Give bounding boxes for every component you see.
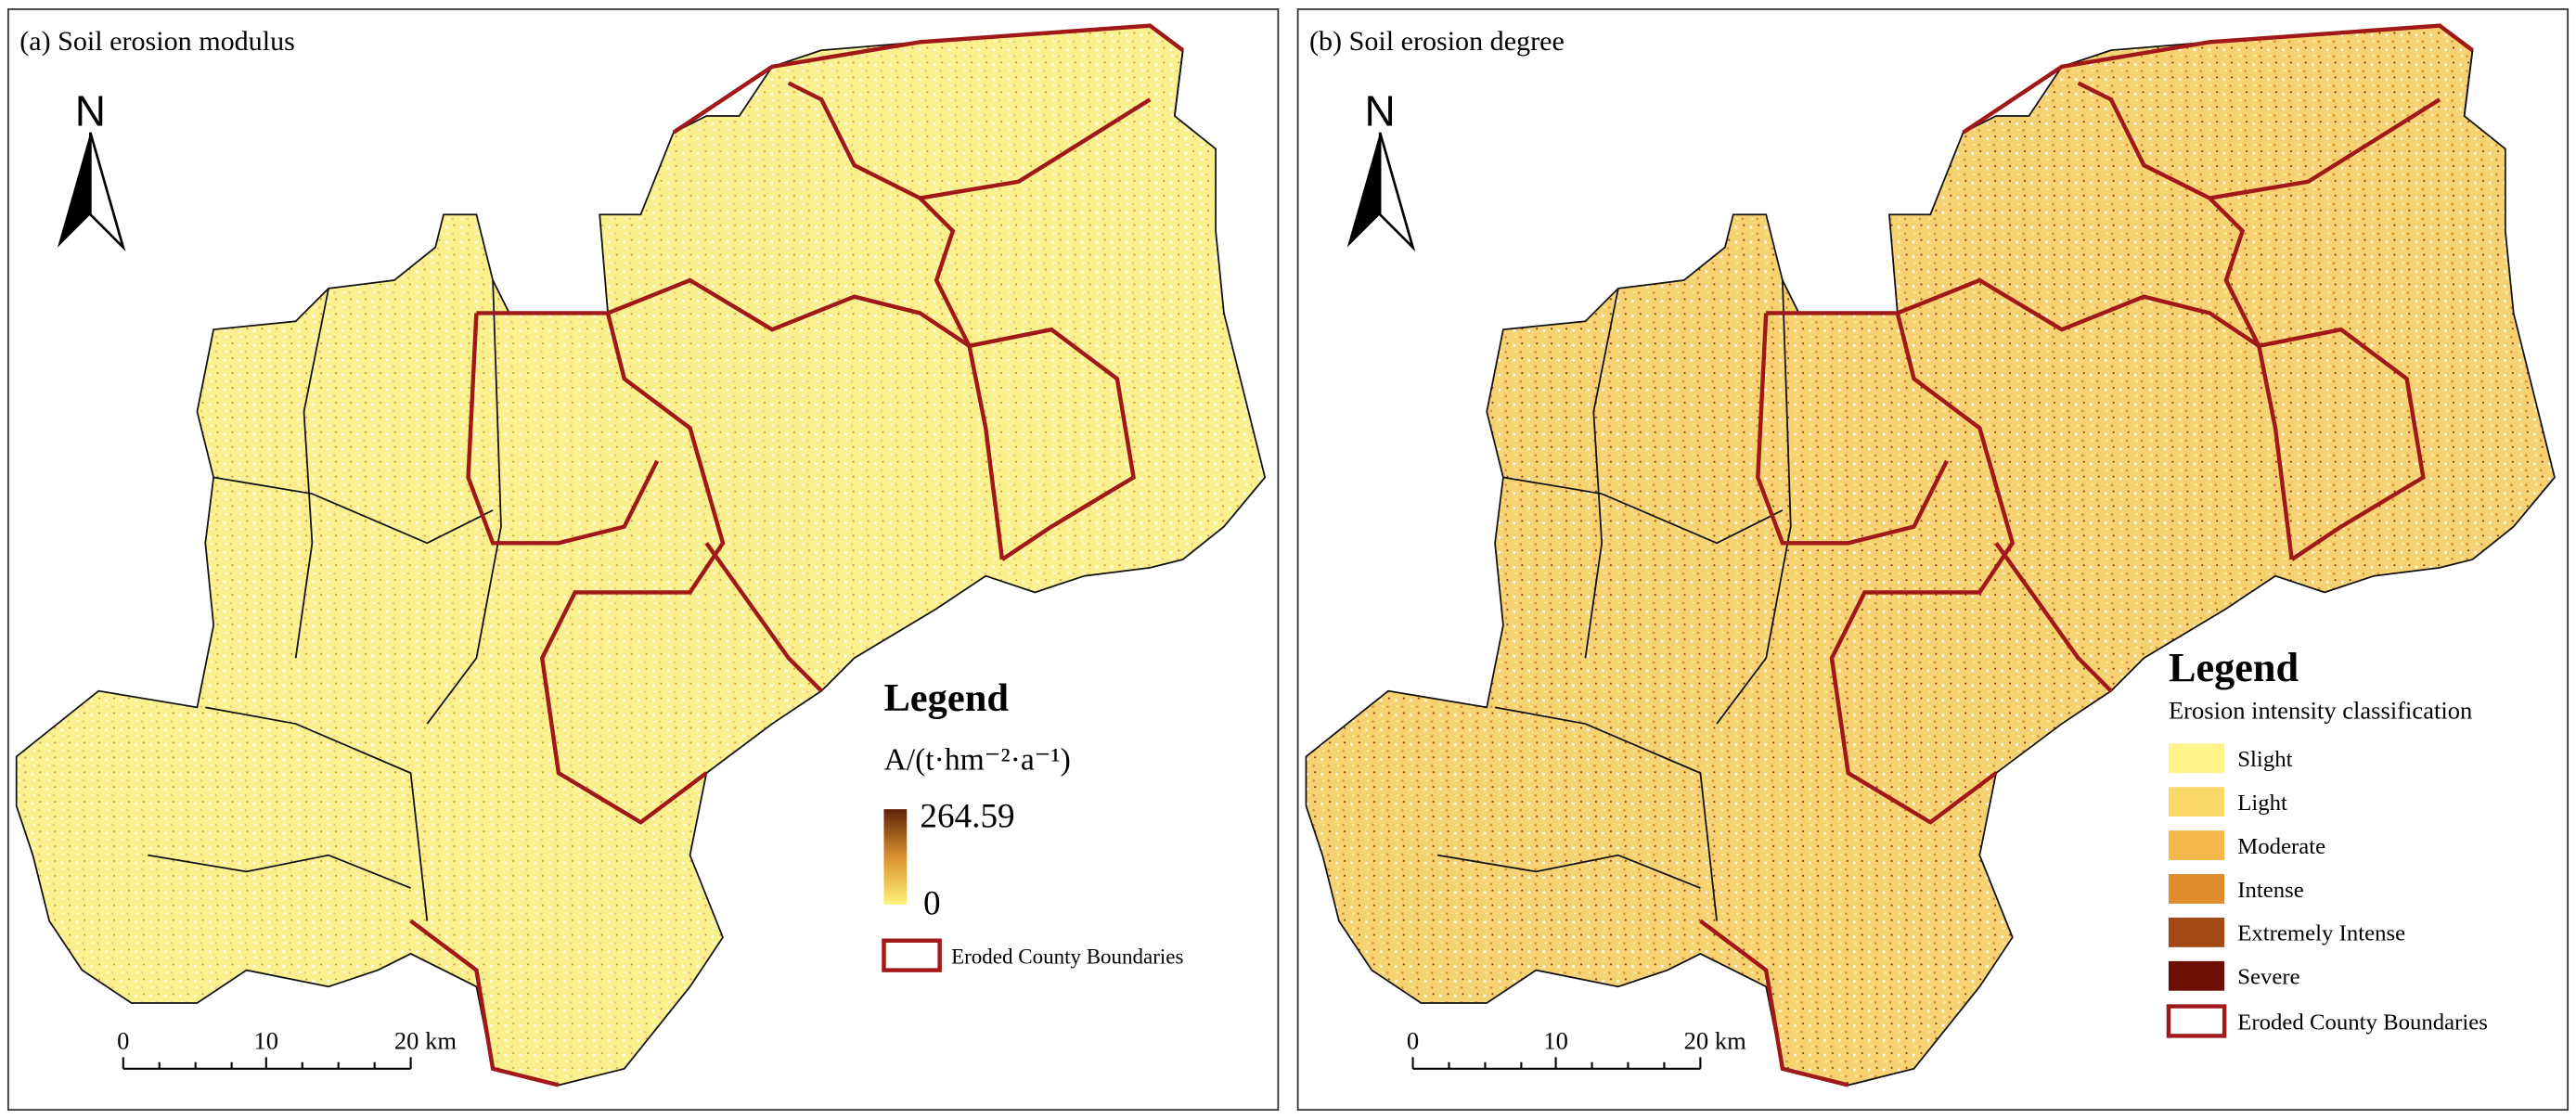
legend-swatch — [2168, 917, 2225, 947]
north-label: N — [1365, 87, 1396, 135]
legend-min: 0 — [923, 884, 941, 922]
legend-subtitle: Erosion intensity classification — [2169, 697, 2472, 725]
legend-label: Light — [2237, 791, 2287, 816]
scale-bar — [122, 1057, 412, 1070]
boundary-swatch — [882, 938, 942, 972]
legend-max: 264.59 — [920, 798, 1014, 836]
legend-label: Moderate — [2237, 834, 2325, 859]
legend-boundary: Eroded County Boundaries — [2237, 1010, 2488, 1035]
legend-swatch — [2168, 874, 2225, 904]
legend-swatch — [2168, 743, 2225, 774]
scale-label: 10 — [1543, 1027, 1568, 1055]
scale-label: 10 — [254, 1027, 279, 1055]
legend-boundary: Eroded County Boundaries — [951, 945, 1183, 969]
panel-title: (a) Soil erosion modulus — [19, 25, 295, 57]
boundary-swatch — [2166, 1004, 2227, 1038]
legend-swatch — [2168, 830, 2225, 860]
scale-label: 0 — [1407, 1027, 1419, 1055]
legend-unit: A/(t·hm⁻²·a⁻¹) — [883, 743, 1070, 778]
legend-classes: Slight Light Moderate Intense Extremely Inte… — [2168, 743, 2405, 991]
scale-label: 20 km — [394, 1027, 457, 1055]
color-ramp — [883, 809, 908, 905]
legend-swatch — [2168, 960, 2225, 991]
legend-title: Legend — [2169, 645, 2299, 690]
legend-label: Extremely Intense — [2237, 921, 2405, 946]
north-label: N — [75, 87, 106, 135]
scale-label: 0 — [117, 1027, 129, 1055]
legend-title: Legend — [883, 676, 1009, 720]
legend-swatch — [2168, 787, 2225, 817]
legend-label: Intense — [2237, 878, 2304, 903]
scale-label: 20 km — [1684, 1027, 1746, 1055]
legend-label: Slight — [2237, 747, 2292, 772]
panel-title: (b) Soil erosion degree — [1309, 25, 1565, 57]
legend-label: Severe — [2237, 965, 2299, 990]
scale-bar — [1411, 1057, 1702, 1070]
